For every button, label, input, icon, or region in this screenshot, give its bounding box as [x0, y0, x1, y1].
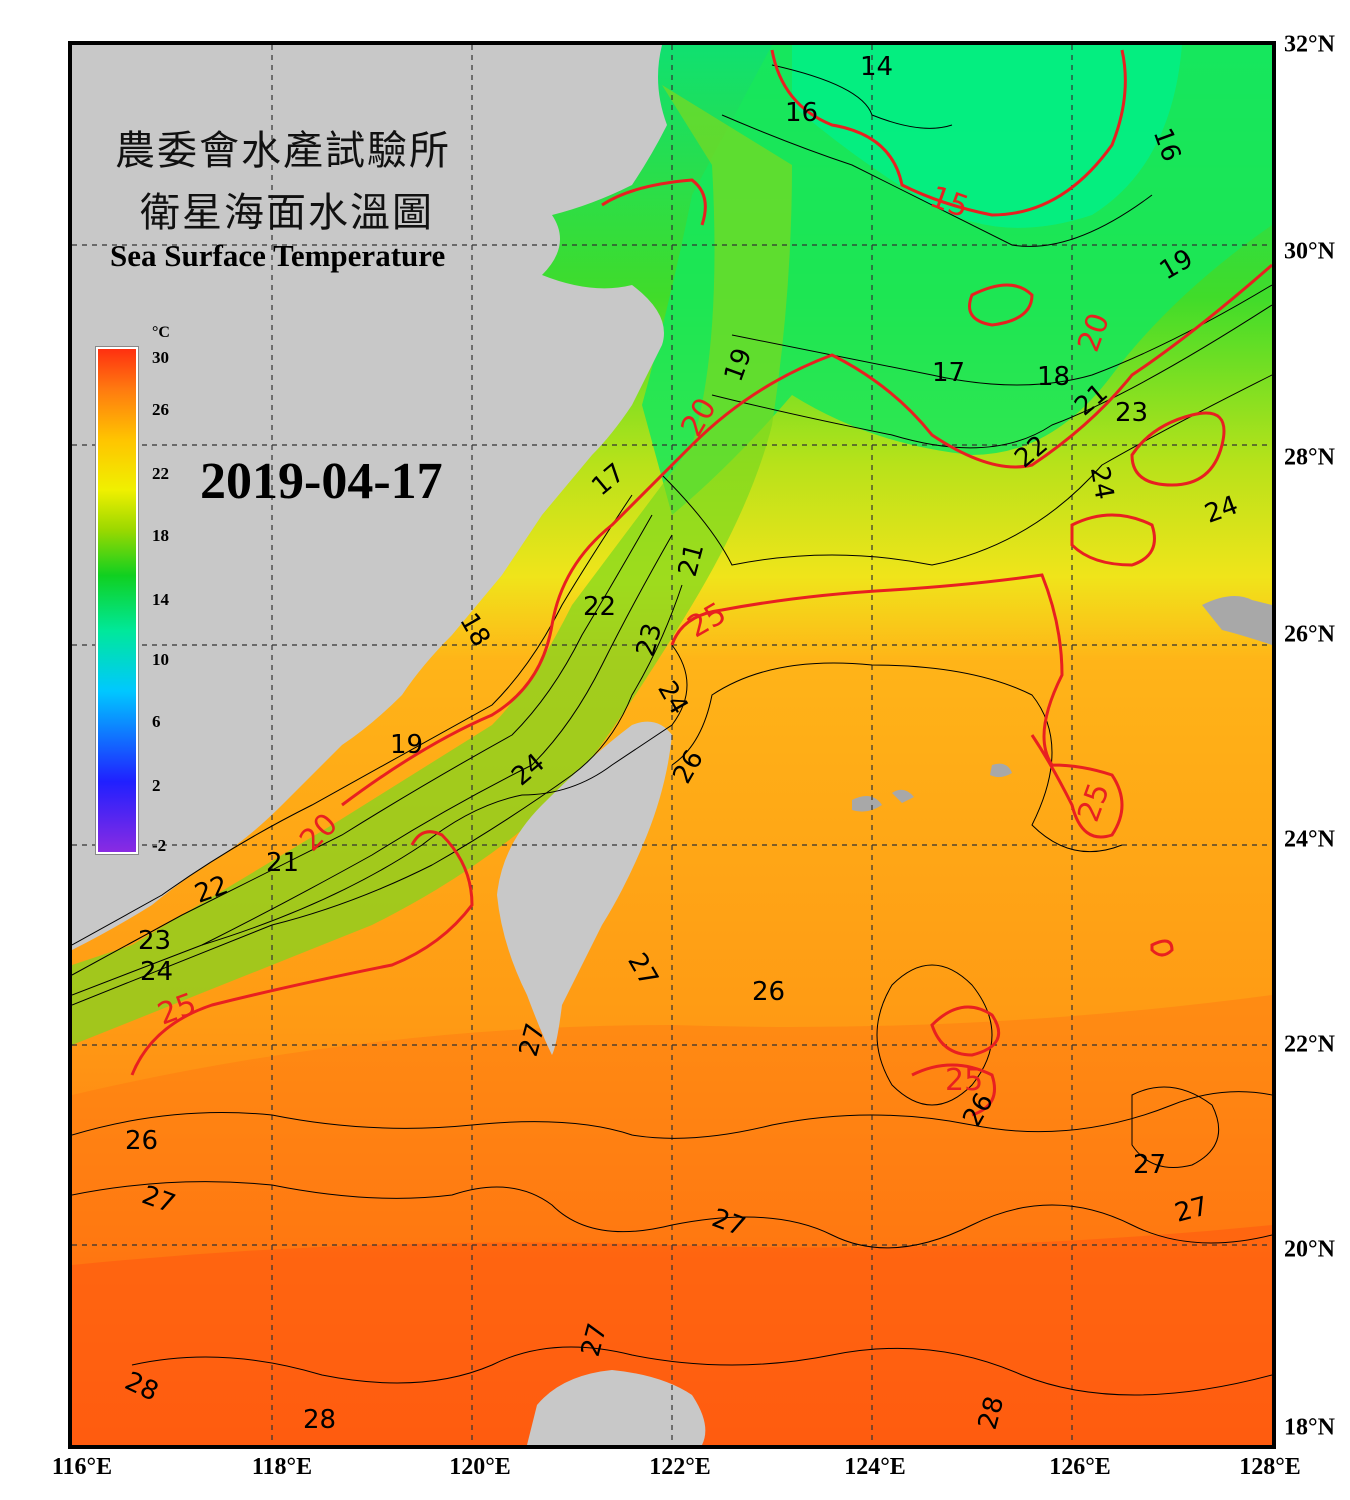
- contour-label: 25: [945, 1063, 984, 1098]
- title-chinese-institute: 農委會水產試驗所: [115, 128, 451, 174]
- contour-label: 24: [140, 957, 174, 987]
- lat-label: 20°N: [1284, 1236, 1335, 1263]
- colorbar: [96, 347, 138, 854]
- lon-label: 124°E: [844, 1454, 906, 1480]
- colorbar-tick: 6: [152, 712, 161, 731]
- lat-label: 30°N: [1284, 238, 1335, 265]
- lat-label: 22°N: [1284, 1031, 1335, 1058]
- isotherms-major: [130, 49, 1272, 1117]
- lat-label: 18°N: [1284, 1414, 1335, 1441]
- isotherms-minor: [72, 64, 1272, 1396]
- colorbar-tick: 22: [152, 464, 169, 483]
- lon-label: 118°E: [251, 1454, 313, 1480]
- title-chinese-map: 衛星海面水溫圖: [140, 190, 434, 236]
- colorbar-tick: 18: [152, 526, 169, 545]
- colorbar-tick: 14: [152, 590, 169, 609]
- lon-label: 128°E: [1239, 1454, 1301, 1480]
- lon-label: 126°E: [1049, 1454, 1111, 1480]
- luzon-land: [527, 1370, 706, 1445]
- coastal-band: [72, 85, 792, 1045]
- coldest-water-region: [792, 45, 1182, 228]
- contour-label: 24: [1083, 464, 1120, 502]
- title-english: Sea Surface Temperature: [110, 238, 446, 273]
- graticule: [72, 45, 1272, 1445]
- contour-label: 28: [303, 1405, 337, 1435]
- contour-label: 23: [138, 926, 172, 956]
- colorbar-tick: -2: [152, 836, 167, 855]
- lon-label: 122°E: [649, 1454, 711, 1480]
- lat-label: 26°N: [1284, 621, 1335, 648]
- lat-label: 32°N: [1284, 31, 1335, 58]
- lon-label: 120°E: [449, 1454, 511, 1480]
- contour-label: 21: [266, 848, 300, 878]
- contour-label: 26: [125, 1126, 159, 1156]
- lon-label: 116°E: [51, 1454, 113, 1480]
- contour-label: 16: [785, 98, 819, 128]
- contour-label: 19: [390, 730, 424, 760]
- ryukyu-islands: [852, 596, 1272, 812]
- contour-label: 18: [1037, 362, 1071, 392]
- taiwan-land: [497, 721, 672, 1055]
- contour-label: 22: [583, 592, 617, 622]
- contour-label: 26: [752, 977, 786, 1007]
- contour-label: 17: [932, 358, 966, 388]
- lat-label: 24°N: [1284, 826, 1335, 853]
- colorbar-tick: 10: [152, 650, 169, 669]
- colorbar-tick: 2: [152, 776, 161, 795]
- colorbar-unit: °C: [152, 324, 170, 341]
- contour-label: 27: [1133, 1150, 1167, 1180]
- mainland-land: [72, 45, 667, 950]
- colorbar-tick: 30: [152, 348, 169, 367]
- date-label: 2019-04-17: [200, 453, 443, 510]
- colorbar-tick: 26: [152, 400, 169, 419]
- contour-label: 23: [1115, 398, 1149, 428]
- contour-label: 14: [860, 52, 894, 82]
- lat-label: 28°N: [1284, 444, 1335, 471]
- sst-map: [72, 45, 1272, 1445]
